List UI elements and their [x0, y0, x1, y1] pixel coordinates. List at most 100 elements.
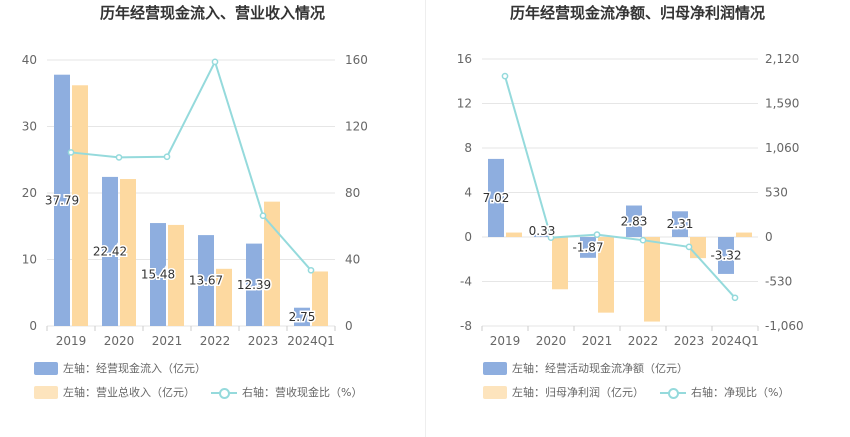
bar-primary: [672, 211, 688, 237]
legend-label: 左轴：经营现金流入（亿元）: [63, 362, 206, 375]
x-axis-tick-label: 2021: [582, 334, 613, 348]
data-label: 12.39: [237, 278, 271, 292]
ratio-point: [501, 72, 509, 80]
x-axis-tick-label: 2019: [56, 334, 87, 348]
chart-panel-right: 历年经营现金流净额、归母净利润情况 -8 -4 0 4 8 12 16 -1,060 -530 0…: [425, 0, 850, 437]
ratio-point: [685, 243, 693, 251]
left-axis-tick-label: 40: [22, 53, 37, 67]
right-axis-tick-label: 160: [345, 53, 368, 67]
left-axis-tick-label: 12: [457, 97, 472, 111]
legend-item-cash-inflow[interactable]: 左轴：经营现金流入（亿元）: [34, 360, 206, 376]
bar-secondary: [216, 268, 232, 326]
ratio-point: [731, 294, 739, 302]
bar-secondary: [120, 179, 136, 326]
ratio-point: [211, 58, 219, 66]
chart-title: 历年经营现金流入、营业收入情况: [99, 4, 325, 22]
legend-label: 右轴：营收现金比（%）: [242, 386, 363, 399]
bar-secondary: [690, 237, 706, 259]
legend-item-net-cash-ratio[interactable]: 右轴：净现比（%）: [660, 384, 789, 400]
right-axis-tick-label: 530: [765, 186, 788, 200]
legend-row-1: 左轴：经营现金流入（亿元）: [34, 360, 222, 376]
left-axis-tick-label: 30: [22, 120, 37, 134]
bar-primary: [150, 223, 166, 326]
x-axis-tick-label: 2024Q1: [287, 334, 335, 348]
chart-title: 历年经营现金流净额、归母净利润情况: [509, 4, 765, 22]
chart-panel-left: 历年经营现金流入、营业收入情况 0 10 20 30 40 0 40 80 120 160 2019…: [22, 4, 378, 400]
left-axis-tick-label: -8: [460, 319, 472, 333]
legend-item-revenue-cash-ratio[interactable]: 右轴：营收现金比（%）: [211, 384, 362, 400]
bar-secondary: [168, 224, 184, 326]
ratio-point: [259, 212, 267, 220]
right-axis-tick-label: 40: [345, 253, 360, 267]
data-label: 2.31: [667, 217, 694, 231]
legend-item-net-profit[interactable]: 左轴：归母净利润（亿元）: [483, 384, 644, 400]
x-axis-tick-label: 2020: [104, 334, 135, 348]
data-label: 37.79: [45, 193, 79, 207]
bar-primary: [54, 74, 70, 326]
bar-secondary: [598, 237, 614, 313]
bar-secondary: [644, 237, 660, 322]
data-label: 7.02: [483, 191, 510, 205]
legend-label: 左轴：归母净利润（亿元）: [512, 386, 644, 399]
legend-label: 左轴：营业总收入（亿元）: [63, 386, 195, 399]
x-axis-tick-label: 2022: [200, 334, 231, 348]
right-axis-tick-label: -530: [765, 275, 792, 289]
bar-secondary: [552, 237, 568, 290]
data-label: -1.87: [572, 240, 603, 254]
data-label: 2.83: [621, 214, 648, 228]
ratio-point: [593, 231, 601, 238]
legend-row-2: 左轴：营业总收入（亿元） 右轴：营收现金比（%）: [34, 384, 378, 400]
ratio-point: [67, 149, 75, 156]
chart-left-svg: 0 10 20 30 40 0 40 80 120 160 2019 2020 2021 2022 2023…: [22, 53, 368, 348]
legend-swatch: [483, 385, 507, 399]
left-axis-tick-label: 8: [464, 141, 472, 155]
ratio-point: [307, 266, 315, 274]
ratio-point: [547, 234, 555, 242]
legend-swatch-line: [660, 386, 686, 399]
legend-row-1: 左轴：经营活动现金流净额（亿元）: [483, 360, 704, 376]
x-axis-tick-label: 2020: [536, 334, 567, 348]
left-axis-tick-label: 16: [457, 52, 472, 66]
legend-item-net-cash-flow[interactable]: 左轴：经营活动现金流净额（亿元）: [483, 360, 688, 376]
bar-primary: [718, 237, 734, 274]
bar-primary: [534, 233, 550, 237]
x-axis-tick-label: 2021: [152, 334, 183, 348]
data-label: 2.75: [289, 310, 316, 324]
left-axis-tick-label: 4: [464, 186, 472, 200]
legend-item-revenue[interactable]: 左轴：营业总收入（亿元）: [34, 384, 195, 400]
left-axis-tick-label: -4: [460, 275, 472, 289]
left-axis-tick-label: 20: [22, 186, 37, 200]
legend-row-2: 左轴：归母净利润（亿元） 右轴：净现比（%）: [483, 384, 805, 400]
ratio-line: [70, 59, 312, 271]
ratio-point: [163, 153, 171, 161]
data-label: 22.42: [93, 244, 127, 258]
bar-primary: [294, 307, 310, 326]
bar-primary: [246, 243, 262, 326]
ratio-point: [639, 236, 647, 244]
x-axis-tick-label: 2023: [248, 334, 279, 348]
legend-swatch: [34, 385, 58, 399]
right-axis-tick-label: 0: [765, 230, 773, 244]
ratio-line: [504, 75, 736, 299]
bar-secondary: [264, 201, 280, 326]
right-axis-tick-label: 1,590: [765, 97, 799, 111]
legend-swatch: [483, 361, 507, 375]
data-label: 15.48: [141, 268, 175, 282]
bar-primary: [198, 235, 214, 326]
x-axis-tick-label: 2024Q1: [711, 334, 759, 348]
legend-swatch-line: [211, 386, 237, 399]
bar-secondary: [72, 85, 88, 327]
data-label: 0.33: [529, 224, 556, 238]
left-axis-tick-label: 0: [29, 319, 37, 333]
chart-right-svg: -8 -4 0 4 8 12 16 -1,060 -530 0 530 1,060 1,590 2,120…: [457, 52, 804, 348]
panel-divider: [425, 0, 426, 437]
bar-primary: [102, 176, 118, 326]
legend-swatch: [34, 361, 58, 375]
data-label: -3.32: [710, 248, 741, 262]
left-axis-tick-label: 10: [22, 253, 37, 267]
right-axis-tick-label: 2,120: [765, 52, 799, 66]
right-axis-tick-label: -1,060: [765, 319, 804, 333]
right-axis-tick-label: 120: [345, 120, 368, 134]
right-axis-tick-label: 0: [345, 319, 353, 333]
right-axis-tick-label: 80: [345, 186, 360, 200]
